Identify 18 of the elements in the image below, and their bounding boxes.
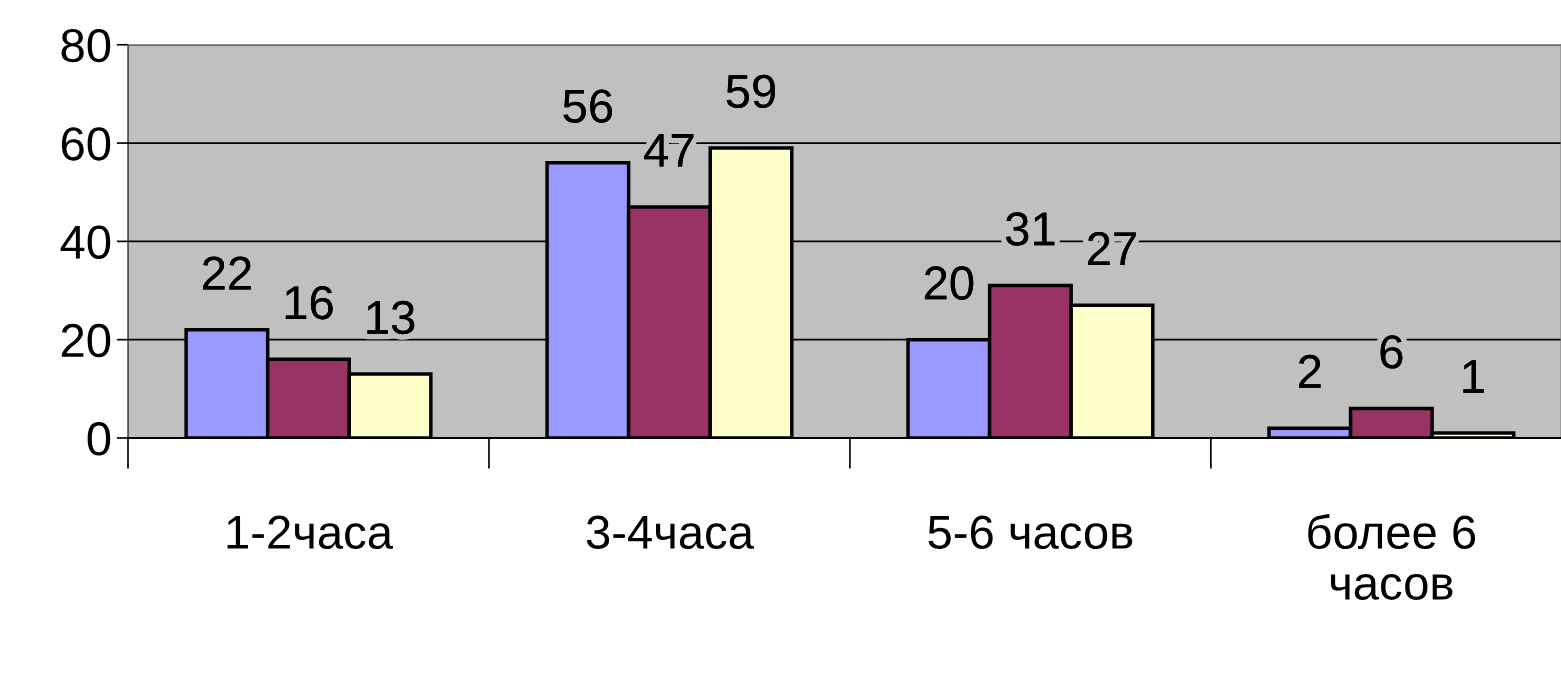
data-label: 20	[924, 266, 974, 300]
data-label: 1	[1463, 360, 1484, 393]
x-tick-label: более 6 часов	[1308, 513, 1476, 600]
y-tick-label: 60	[61, 127, 111, 161]
data-label: 59	[726, 74, 776, 109]
data-label: 6	[1380, 335, 1403, 369]
y-tick-label: 80	[61, 28, 111, 63]
x-tick-label: 5-6 часов	[928, 515, 1133, 550]
data-label: 16	[285, 286, 333, 320]
x-tick-label: 1-2часа	[227, 515, 393, 550]
data-label: 56	[563, 89, 613, 123]
y-tick-label: 40	[60, 225, 111, 259]
y-tick-label: 20	[61, 323, 111, 358]
data-label: 31	[1005, 212, 1055, 246]
y-tick-label: 0	[87, 422, 111, 456]
data-label: 2	[1299, 354, 1321, 388]
x-tick-label: 3-4часа	[586, 515, 754, 550]
data-label: 22	[203, 256, 251, 290]
